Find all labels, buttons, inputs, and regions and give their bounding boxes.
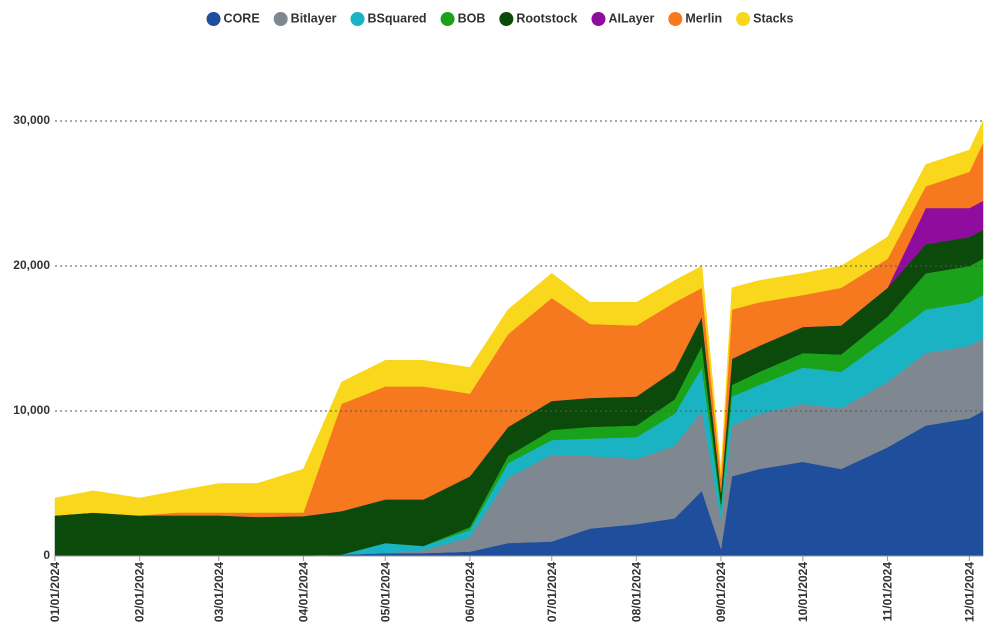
legend-label: Stacks — [753, 11, 793, 25]
legend-marker — [736, 12, 751, 26]
legend-label: Merlin — [685, 11, 722, 25]
y-tick-label: 0 — [43, 548, 50, 562]
legend-marker — [206, 12, 221, 26]
x-tick-label: 09/01/2024 — [714, 562, 728, 622]
area — [54, 120, 984, 516]
legend-marker — [668, 12, 683, 26]
x-tick-label: 11/01/2024 — [880, 562, 894, 622]
y-tick-label: 30,000 — [13, 113, 50, 127]
legend-marker — [440, 12, 455, 26]
legend-marker — [350, 12, 365, 26]
x-tick-label: 07/01/2024 — [545, 562, 559, 622]
x-tick-label: 02/01/2024 — [133, 562, 147, 622]
y-tick-label: 10,000 — [13, 403, 50, 417]
x-tick-label: 10/01/2024 — [796, 562, 810, 622]
x-tick-label: 06/01/2024 — [463, 562, 477, 622]
legend-label: AILayer — [608, 11, 654, 25]
legend-label: BOB — [458, 11, 486, 25]
x-tick-label: 08/01/2024 — [629, 562, 643, 622]
legend-marker — [591, 12, 606, 26]
y-tick-label: 20,000 — [13, 258, 50, 272]
legend: CORE Bitlayer BSquared BOB Rootstock AILayer M… — [206, 11, 794, 26]
x-tick-label: 04/01/2024 — [296, 562, 310, 622]
legend-marker — [273, 12, 288, 26]
legend-marker — [499, 12, 514, 26]
legend-label: CORE — [224, 11, 260, 25]
x-tick-label: 05/01/2024 — [378, 562, 392, 622]
x-tick-label: 12/01/2024 — [962, 562, 976, 622]
legend-label: Bitlayer — [291, 11, 337, 25]
x-tick-label: 03/01/2024 — [212, 562, 226, 622]
legend-label: BSquared — [368, 11, 427, 25]
legend-label: Rootstock — [516, 11, 577, 25]
x-tick-label: 01/01/2024 — [48, 562, 62, 622]
